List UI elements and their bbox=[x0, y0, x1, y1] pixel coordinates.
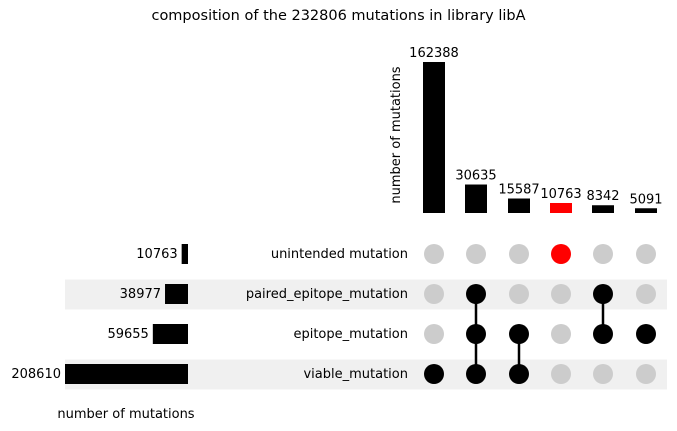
matrix-dot-inactive bbox=[551, 364, 571, 384]
matrix-dot-active bbox=[509, 364, 529, 384]
set-size-label: 59655 bbox=[107, 327, 148, 342]
intersection-value-label: 15587 bbox=[498, 183, 539, 198]
matrix-dot-active bbox=[424, 364, 444, 384]
set-name-label: epitope_mutation bbox=[293, 327, 408, 342]
matrix-dot-inactive bbox=[636, 284, 656, 304]
matrix-dot-inactive bbox=[636, 244, 656, 264]
matrix-dot-inactive bbox=[424, 284, 444, 304]
set-size-label: 38977 bbox=[120, 287, 161, 302]
set-size-bar bbox=[152, 324, 188, 344]
matrix-dot-active bbox=[466, 284, 486, 304]
matrix-dot-active bbox=[593, 324, 613, 344]
intersection-value-label: 10763 bbox=[540, 187, 581, 202]
matrix-dot-inactive bbox=[509, 244, 529, 264]
set-name-label: viable_mutation bbox=[303, 367, 408, 382]
matrix-dot-inactive bbox=[424, 244, 444, 264]
intersection-bar bbox=[592, 205, 614, 213]
matrix-dot-active bbox=[509, 324, 529, 344]
set-size-bar bbox=[165, 284, 188, 304]
chart-title: composition of the 232806 mutations in l… bbox=[151, 8, 526, 24]
matrix-dot-active bbox=[636, 324, 656, 344]
intersection-bar bbox=[423, 62, 445, 213]
matrix-dot-active bbox=[466, 324, 486, 344]
matrix-dot-active bbox=[551, 244, 571, 264]
intersection-bar bbox=[508, 198, 530, 213]
set-size-bar bbox=[181, 244, 188, 264]
set-size-label: 10763 bbox=[136, 247, 177, 262]
intersection-bar bbox=[635, 208, 657, 213]
matrix-dot-inactive bbox=[593, 364, 613, 384]
set-name-label: unintended mutation bbox=[271, 247, 408, 262]
matrix-dot-inactive bbox=[466, 244, 486, 264]
intersection-value-label: 5091 bbox=[629, 192, 662, 207]
matrix-dot-inactive bbox=[424, 324, 444, 344]
matrix-dot-inactive bbox=[551, 324, 571, 344]
intersection-bar bbox=[465, 184, 487, 213]
matrix-dot-inactive bbox=[636, 364, 656, 384]
intersection-value-label: 8342 bbox=[586, 189, 619, 204]
matrix-dot-active bbox=[593, 284, 613, 304]
intersection-bar bbox=[550, 202, 572, 213]
matrix-dot-active bbox=[466, 364, 486, 384]
intersection-axis-label: number of mutations bbox=[389, 66, 404, 203]
set-name-label: paired_epitope_mutation bbox=[246, 287, 408, 302]
set-size-label: 208610 bbox=[11, 367, 61, 382]
set-size-bar bbox=[65, 364, 188, 384]
set-axis-label: number of mutations bbox=[57, 407, 194, 422]
intersection-value-label: 30635 bbox=[455, 169, 496, 184]
matrix-dot-inactive bbox=[593, 244, 613, 264]
intersection-value-label: 162388 bbox=[409, 46, 459, 61]
matrix-dot-inactive bbox=[509, 284, 529, 304]
matrix-dot-inactive bbox=[551, 284, 571, 304]
